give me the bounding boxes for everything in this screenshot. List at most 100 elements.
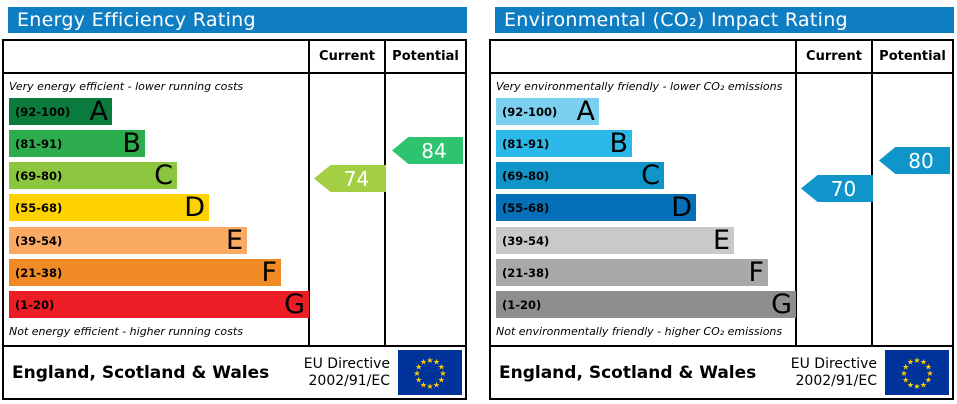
- band-e: (39-54) E: [9, 227, 247, 254]
- band-a-letter: A: [89, 96, 108, 127]
- svg-text:★: ★: [415, 363, 422, 372]
- band-b-range: (81-91): [502, 136, 550, 151]
- band-a-range: (92-100): [502, 104, 558, 119]
- environmental-chart-box: Current Potential Very environmentally f…: [489, 39, 954, 400]
- band-d: (55-68) D: [496, 194, 696, 221]
- band-d-letter: D: [671, 192, 692, 223]
- band-e-range: (39-54): [502, 233, 550, 248]
- band-c: (69-80) C: [496, 162, 664, 189]
- band-g: (1-20) G: [496, 291, 796, 318]
- svg-text:★: ★: [920, 380, 927, 389]
- svg-text:★: ★: [426, 382, 433, 391]
- band-g: (1-20) G: [9, 291, 309, 318]
- energy-chart-title: Energy Efficiency Rating: [8, 7, 467, 33]
- band-d-range: (55-68): [15, 200, 63, 215]
- energy-current-column: [310, 74, 386, 345]
- energy-potential-column: [386, 74, 465, 345]
- eu-directive-label: EU Directive 2002/91/EC: [304, 356, 390, 390]
- eu-directive-line2: 2002/91/EC: [308, 372, 391, 389]
- potential-rating-arrow: 80: [879, 147, 950, 174]
- svg-text:★: ★: [420, 358, 427, 367]
- svg-text:★: ★: [902, 376, 909, 385]
- band-g-range: (1-20): [15, 297, 55, 312]
- svg-text:★: ★: [413, 369, 420, 378]
- band-g-letter: G: [284, 289, 305, 320]
- band-c: (69-80) C: [9, 162, 177, 189]
- eu-flag-icon: ★ ★ ★★ ★★ ★★ ★★ ★★: [398, 350, 462, 395]
- band-a: (92-100) A: [496, 98, 599, 125]
- band-f-range: (21-38): [502, 265, 550, 280]
- energy-top-note: Very energy efficient - lower running co…: [9, 80, 244, 93]
- band-f: (21-38) F: [9, 259, 281, 286]
- eu-directive-line2: 2002/91/EC: [795, 372, 878, 389]
- band-d-range: (55-68): [502, 200, 550, 215]
- potential-rating-value: 84: [421, 138, 447, 163]
- band-c-letter: C: [154, 160, 173, 191]
- band-e: (39-54) E: [496, 227, 734, 254]
- band-c-letter: C: [641, 160, 660, 191]
- band-b: (81-91) B: [9, 130, 145, 157]
- header-spacer: [4, 41, 310, 72]
- environmental-chart-title: Environmental (CO₂) Impact Rating: [495, 7, 954, 33]
- band-e-letter: E: [712, 225, 730, 256]
- energy-column-header-row: Current Potential: [4, 41, 465, 74]
- svg-text:★: ★: [913, 382, 920, 391]
- svg-text:★: ★: [925, 376, 932, 385]
- svg-text:★: ★: [415, 376, 422, 385]
- environmental-impact-panel: Environmental (CO₂) Impact Rating Curren…: [489, 0, 954, 400]
- svg-text:★: ★: [920, 358, 927, 367]
- svg-text:★: ★: [439, 369, 446, 378]
- environmental-graph-area: Very environmentally friendly - lower CO…: [491, 74, 952, 347]
- band-a: (92-100) A: [9, 98, 112, 125]
- energy-graph-area: Very energy efficient - lower running co…: [4, 74, 465, 347]
- potential-rating-value: 80: [908, 148, 934, 173]
- region-label: England, Scotland & Wales: [12, 362, 270, 383]
- environmental-current-column: [797, 74, 873, 345]
- svg-text:★: ★: [902, 363, 909, 372]
- svg-text:★: ★: [420, 380, 427, 389]
- band-d: (55-68) D: [9, 194, 209, 221]
- current-column-header: Current: [797, 41, 873, 72]
- energy-chart-box: Current Potential Very energy efficient …: [2, 39, 467, 400]
- eu-directive-line1: EU Directive: [303, 355, 390, 372]
- band-e-range: (39-54): [15, 233, 63, 248]
- environmental-bands-column: Very environmentally friendly - lower CO…: [491, 74, 797, 345]
- svg-text:★: ★: [438, 363, 445, 372]
- svg-text:★: ★: [900, 369, 907, 378]
- eu-flag-icon: ★ ★ ★★ ★★ ★★ ★★ ★★: [885, 350, 949, 395]
- potential-rating-arrow: 84: [392, 137, 463, 164]
- energy-footer: England, Scotland & Wales EU Directive 2…: [4, 347, 465, 398]
- svg-text:★: ★: [433, 358, 440, 367]
- svg-text:★: ★: [438, 376, 445, 385]
- energy-bands-column: Very energy efficient - lower running co…: [4, 74, 310, 345]
- environmental-top-note: Very environmentally friendly - lower CO…: [496, 80, 783, 93]
- environmental-footer: England, Scotland & Wales EU Directive 2…: [491, 347, 952, 398]
- current-rating-value: 70: [830, 176, 857, 201]
- environmental-bottom-note: Not environmentally friendly - higher CO…: [496, 325, 783, 338]
- band-f-range: (21-38): [15, 265, 63, 280]
- svg-text:★: ★: [925, 363, 932, 372]
- energy-bottom-note: Not energy efficient - higher running co…: [9, 325, 243, 338]
- region-label: England, Scotland & Wales: [499, 362, 757, 383]
- potential-column-header: Potential: [879, 49, 946, 64]
- band-f: (21-38) F: [496, 259, 768, 286]
- current-rating-value: 74: [343, 166, 370, 191]
- eu-directive-label: EU Directive 2002/91/EC: [791, 356, 877, 390]
- band-b-range: (81-91): [15, 136, 63, 151]
- band-f-letter: F: [748, 257, 764, 288]
- header-spacer: [491, 41, 797, 72]
- band-c-range: (69-80): [15, 168, 63, 183]
- environmental-column-header-row: Current Potential: [491, 41, 952, 74]
- band-a-letter: A: [576, 96, 595, 127]
- band-a-range: (92-100): [15, 104, 71, 119]
- band-d-letter: D: [184, 192, 205, 223]
- band-g-letter: G: [771, 289, 792, 320]
- energy-efficiency-panel: Energy Efficiency Rating Current Potenti…: [2, 0, 467, 400]
- band-c-range: (69-80): [502, 168, 550, 183]
- band-g-range: (1-20): [502, 297, 542, 312]
- band-e-letter: E: [225, 225, 243, 256]
- svg-text:★: ★: [926, 369, 933, 378]
- svg-text:★: ★: [433, 380, 440, 389]
- band-b-letter: B: [122, 128, 141, 159]
